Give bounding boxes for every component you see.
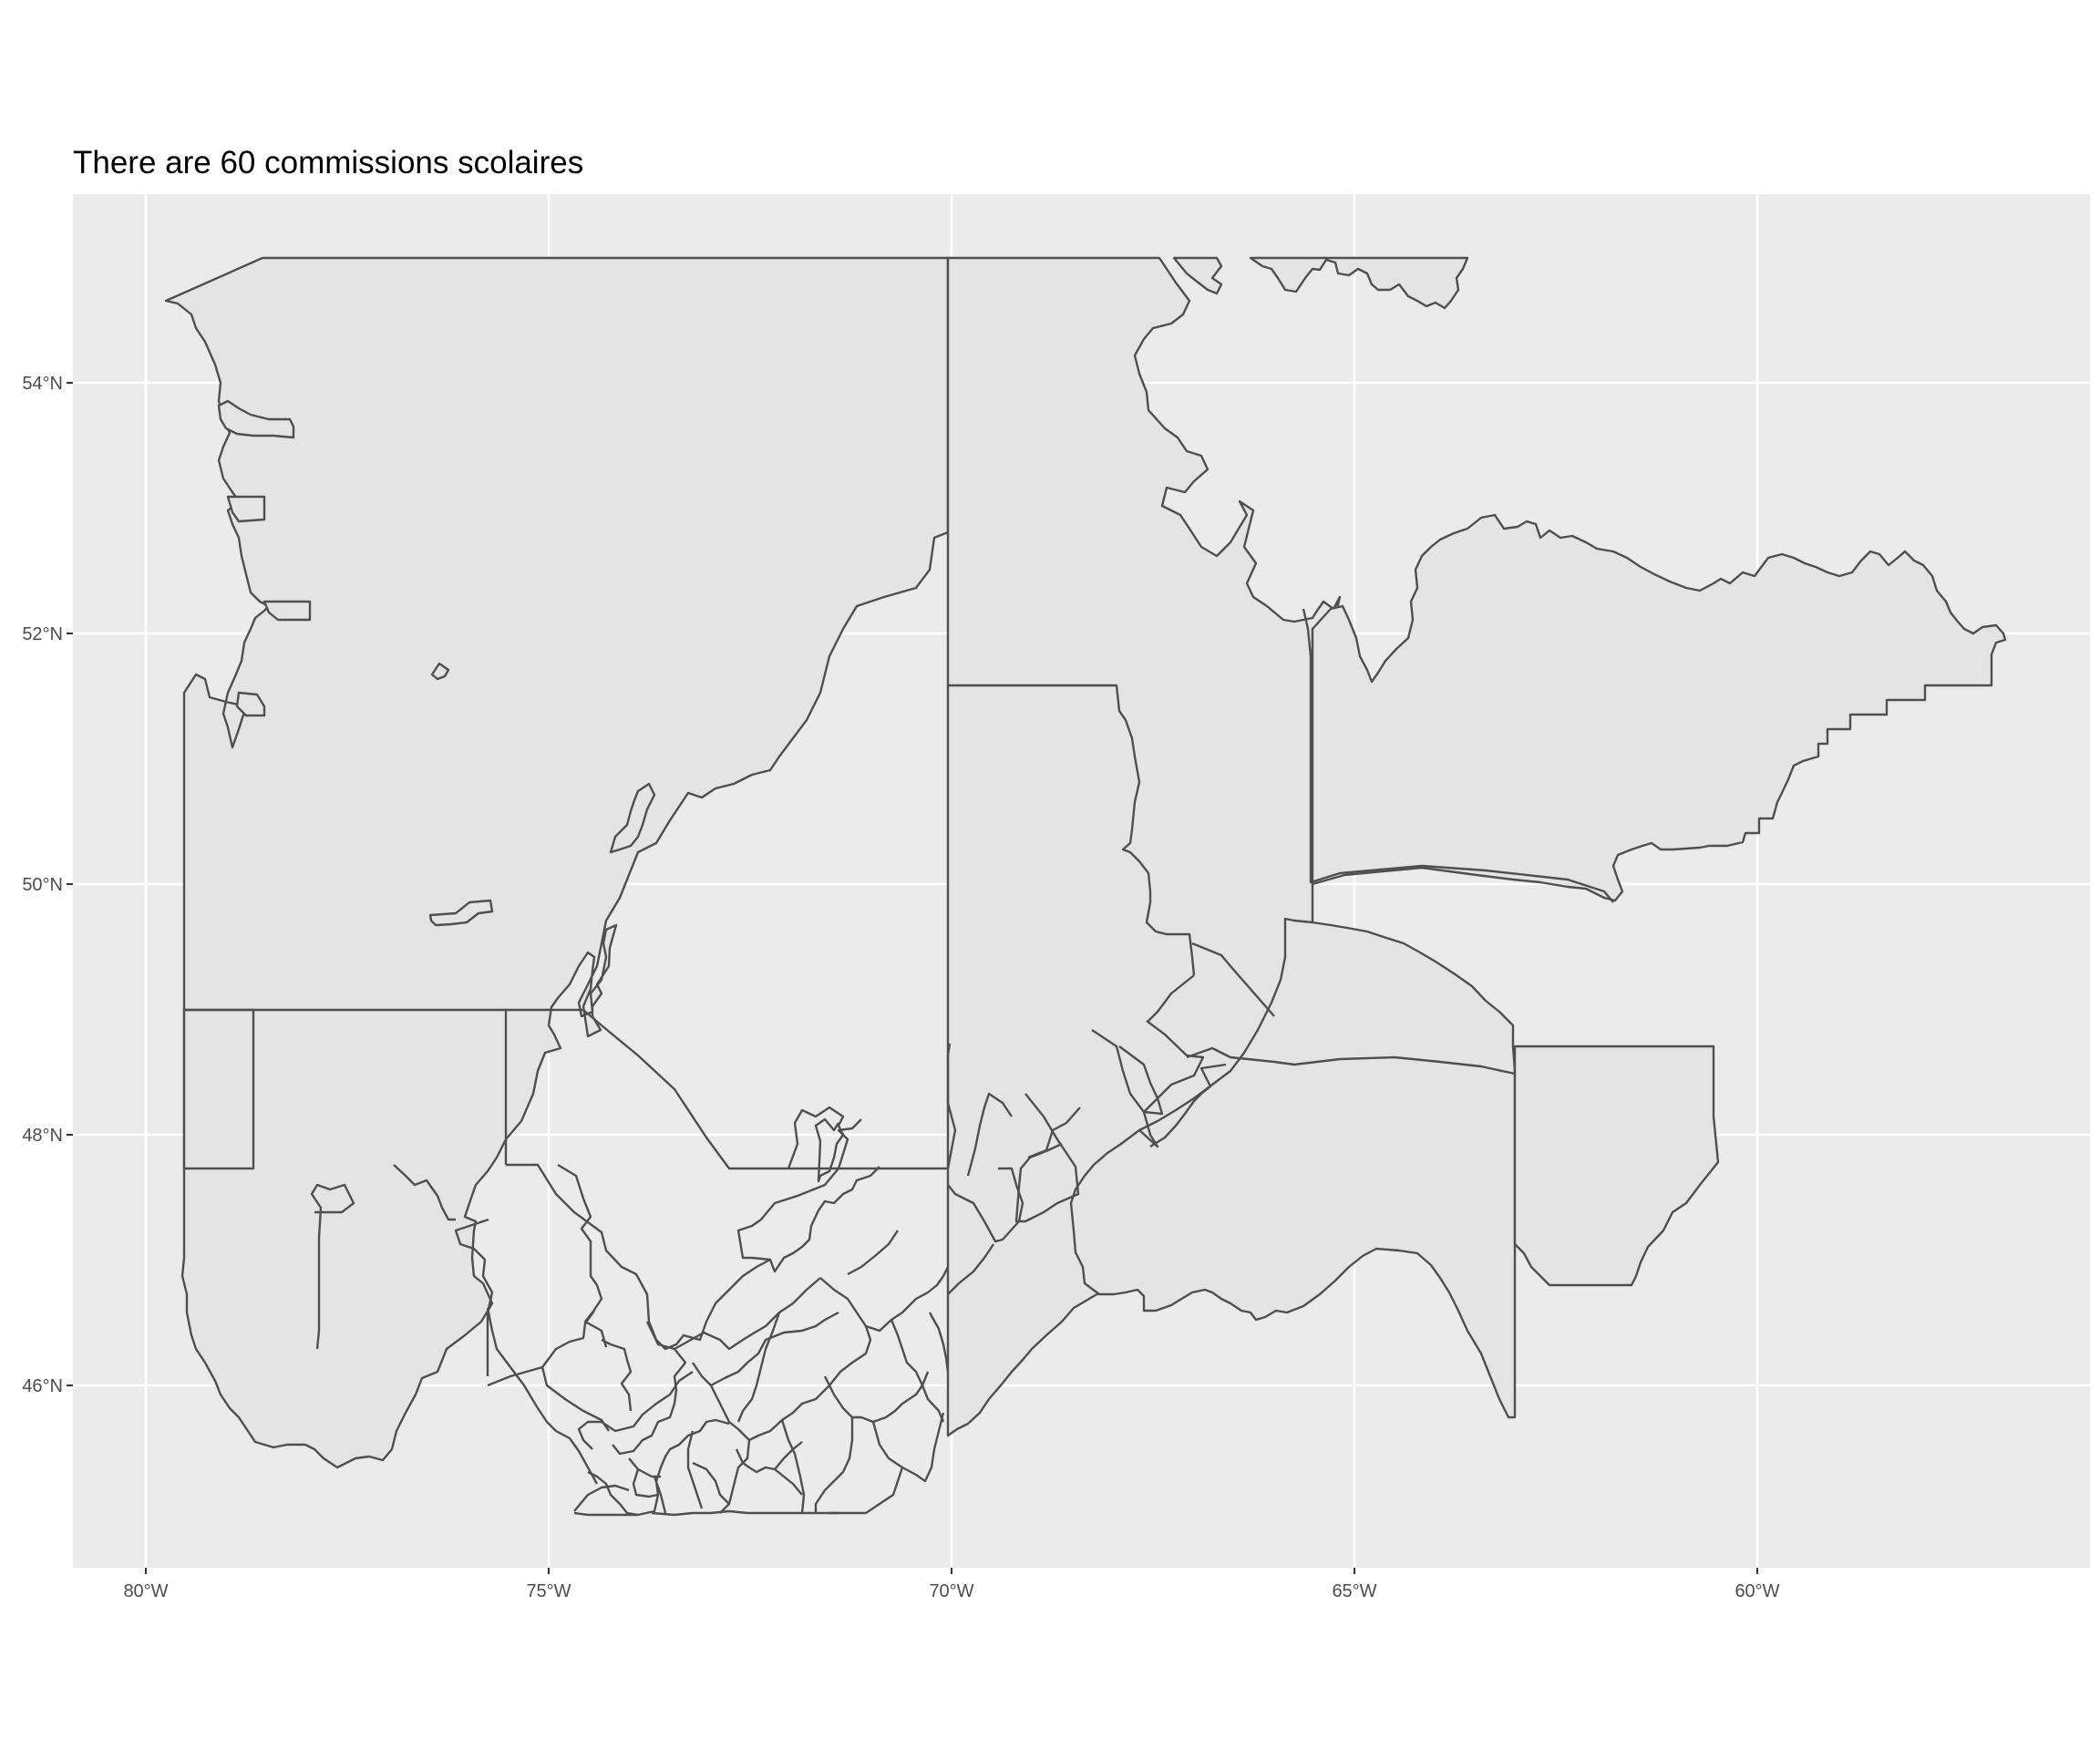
region-gaspesie [1069, 917, 1517, 1419]
x-axis: 80°W 75°W 70°W 65°W 60°W [123, 1568, 1780, 1601]
region-north-island-2 [1249, 256, 1469, 310]
region-island-small-3 [235, 691, 266, 717]
y-tick-label: 54°N [22, 374, 63, 394]
y-tick-label: 46°N [22, 1376, 63, 1396]
region-boundaries [184, 608, 1614, 1517]
map-title: There are 60 commissions scolaires [73, 145, 583, 180]
region-island-mistassini [609, 782, 656, 854]
x-tick-label: 70°W [929, 1581, 973, 1601]
y-axis: 54°N 52°N 50°N 48°N 46°N [22, 374, 73, 1396]
x-tick-label: 60°W [1735, 1581, 1779, 1601]
region-island-akimiski [217, 399, 295, 439]
y-tick-label: 50°N [22, 875, 63, 895]
x-tick-label: 65°W [1332, 1581, 1376, 1601]
region-island-elongated [428, 899, 494, 927]
region-island-small-2 [262, 600, 312, 622]
school-board-regions [164, 256, 2007, 1469]
region-north-island-1 [1172, 256, 1223, 295]
region-nord-du-quebec [164, 256, 950, 1469]
region-island-small-1 [226, 495, 266, 523]
y-tick-label: 48°N [22, 1126, 63, 1146]
region-abitibi-west [182, 1008, 255, 1170]
region-east-box [1513, 1045, 1720, 1287]
x-tick-label: 75°W [526, 1581, 571, 1601]
y-tick-label: 52°N [22, 624, 63, 644]
region-basse-cote-nord [1311, 513, 2007, 902]
x-tick-label: 80°W [123, 1581, 168, 1601]
region-island-lake [430, 662, 450, 681]
